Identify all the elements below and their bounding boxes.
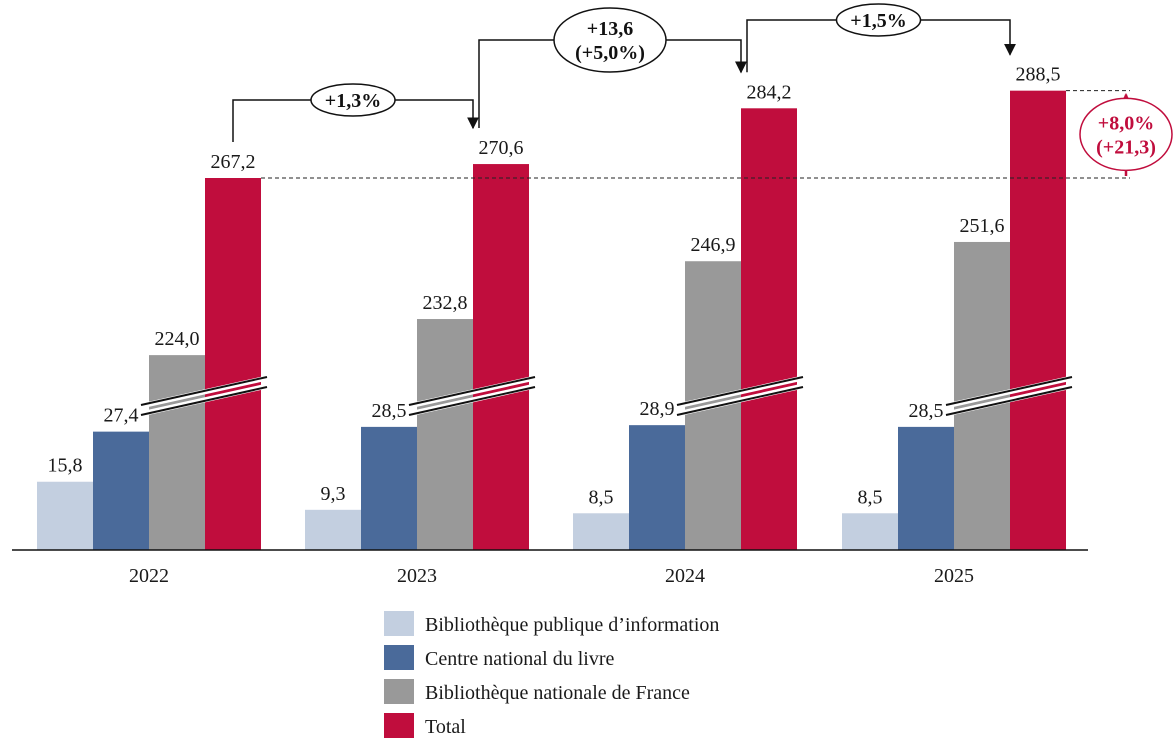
- bar-2023-s0: [305, 509, 361, 550]
- legend-swatch: [384, 713, 414, 738]
- bar-value-label: 288,5: [1016, 64, 1061, 86]
- bar-value-label: 270,6: [479, 137, 524, 159]
- change-bubble: [553, 7, 667, 73]
- bars-layer: [37, 90, 1066, 551]
- category-label-2023: 2023: [397, 565, 437, 587]
- change-label: +1,5%: [850, 10, 906, 32]
- bar-2022-s1: [93, 431, 149, 550]
- legend-label: Total: [425, 716, 466, 738]
- bar-value-label: 284,2: [747, 81, 792, 103]
- bar-value-label: 251,6: [960, 215, 1005, 237]
- bar-value-label: 224,0: [155, 328, 200, 350]
- change-label: (+5,0%): [575, 42, 645, 64]
- bar-2025-s0: [842, 513, 898, 550]
- legend-label: Bibliothèque publique d’information: [425, 614, 719, 636]
- bar-labels: 15,8 9,3 8,5 8,5 27,4 28,5 28,9 28,5 224,0 232,8 2…: [48, 64, 1061, 509]
- break-mark: [408, 386, 536, 416]
- bar-value-label: 28,5: [372, 400, 407, 422]
- legend-swatch: [384, 679, 414, 704]
- legend-swatch: [384, 611, 414, 636]
- bar-2024-s3: [741, 108, 797, 551]
- bar-2025-s3: [1010, 90, 1066, 551]
- break-mark: [676, 386, 804, 416]
- reference-lines: [261, 90, 1130, 179]
- bar-value-label: 232,8: [423, 292, 468, 314]
- legend: Bibliothèque publique d’information Centr…: [384, 611, 719, 738]
- bar-2023-s1: [361, 426, 417, 550]
- bar-value-label: 246,9: [691, 234, 736, 256]
- bar-2022-s2: [149, 355, 205, 550]
- category-label-2024: 2024: [665, 565, 705, 587]
- bar-value-label: 9,3: [321, 483, 346, 505]
- change-bubble: [835, 3, 922, 37]
- bar-2024-s1: [629, 425, 685, 550]
- legend-swatch: [384, 645, 414, 670]
- axis-breaks: [140, 375, 1073, 417]
- break-mark: [676, 376, 804, 406]
- legend-label: Centre national du livre: [425, 648, 615, 670]
- break-mark: [408, 376, 536, 406]
- category-label-2022: 2022: [129, 565, 169, 587]
- category-label-2025: 2025: [934, 565, 974, 587]
- bar-value-label: 28,9: [640, 398, 675, 420]
- bar-2022-s3: [205, 178, 261, 550]
- break-mark: [945, 376, 1073, 406]
- change-label: +1,3%: [325, 90, 381, 112]
- bar-2023-s3: [473, 164, 529, 550]
- break-mark: [140, 386, 268, 416]
- change-bubble: [310, 83, 396, 117]
- bar-value-label: 8,5: [589, 486, 614, 508]
- total-change-bubble: [1079, 97, 1173, 172]
- bar-2024-s0: [573, 513, 629, 550]
- bar-2022-s0: [37, 481, 93, 550]
- bar-value-label: 8,5: [858, 486, 883, 508]
- total-change-label: +8,0%: [1098, 112, 1154, 134]
- bar-value-label: 267,2: [211, 151, 256, 173]
- bar-value-label: 15,8: [48, 455, 83, 477]
- total-change-label: (+21,3): [1096, 136, 1156, 158]
- bar-2023-s2: [417, 319, 473, 550]
- change-label: +13,6: [587, 18, 633, 40]
- annotations: +1,3% +13,6(+5,0%) +1,5% +8,0%(+21,3): [232, 3, 1173, 176]
- legend-label: Bibliothèque nationale de France: [425, 682, 690, 704]
- break-mark: [945, 386, 1073, 416]
- break-mark: [140, 376, 268, 406]
- category-labels: 2022 2023 2024 2025: [129, 565, 974, 587]
- bar-value-label: 27,4: [104, 405, 139, 427]
- bar-value-label: 28,5: [909, 400, 944, 422]
- bar-2025-s1: [898, 426, 954, 550]
